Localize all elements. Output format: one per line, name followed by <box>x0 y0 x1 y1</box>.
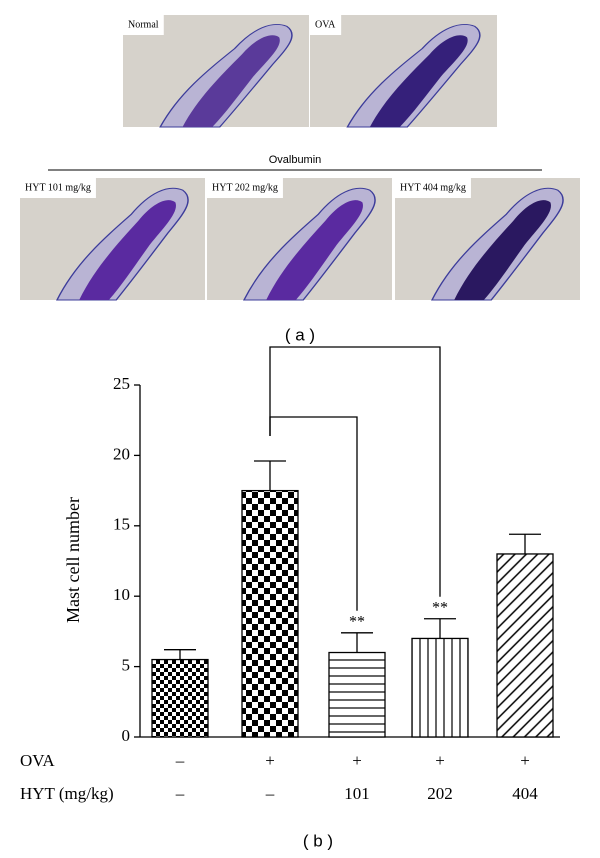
micrograph: HYT 404 mg/kg <box>395 178 580 301</box>
panel-caption: ( a ) <box>285 325 315 344</box>
x-tick-label: + <box>520 751 530 770</box>
tissue-inner <box>266 200 363 300</box>
error-bar <box>341 632 373 653</box>
significance-label: ** <box>349 613 365 630</box>
label-box <box>123 15 164 35</box>
y-tick-label: 5 <box>122 656 131 675</box>
image-label: HYT 404 mg/kg <box>400 182 466 193</box>
label-box <box>395 178 471 198</box>
x-tick-label: + <box>265 751 275 770</box>
tissue-inner <box>79 200 176 300</box>
x-tick-label: – <box>265 784 275 803</box>
x-tick-label: 202 <box>427 784 453 803</box>
significance-label: ** <box>432 599 448 616</box>
image-label: HYT 202 mg/kg <box>212 182 278 193</box>
image-label: OVA <box>315 19 336 30</box>
image-label: HYT 101 mg/kg <box>25 182 91 193</box>
tissue-inner <box>182 35 280 127</box>
label-box <box>207 178 283 198</box>
x-tick-label: + <box>435 751 445 770</box>
x-tick-label: – <box>175 784 185 803</box>
error-bar <box>254 460 286 491</box>
y-tick-label: 15 <box>113 515 130 534</box>
image-label: Normal <box>128 19 159 30</box>
comparison-bracket <box>269 416 358 611</box>
error-bar <box>424 618 456 639</box>
micrograph: OVA <box>310 15 497 128</box>
label-box <box>20 178 96 198</box>
comparison-bracket <box>269 346 441 597</box>
y-tick-label: 10 <box>113 585 130 604</box>
tissue-inner <box>454 200 551 300</box>
x-row-label: OVA <box>20 751 55 770</box>
tissue-inner <box>369 35 468 127</box>
bar <box>241 489 299 738</box>
y-tick-label: 25 <box>113 374 130 393</box>
label-box <box>310 15 342 35</box>
group-label: Ovalbumin <box>269 154 322 166</box>
bar <box>151 658 209 738</box>
x-tick-label: 101 <box>344 784 370 803</box>
micrograph: HYT 101 mg/kg <box>20 178 205 301</box>
bar <box>411 637 469 738</box>
x-tick-label: – <box>175 751 185 770</box>
y-axis-label: Mast cell number <box>63 497 83 623</box>
micrograph: HYT 202 mg/kg <box>207 178 392 301</box>
micrograph: Normal <box>123 15 309 128</box>
x-row-label: HYT (mg/kg) <box>20 784 114 803</box>
x-tick-label: 404 <box>512 784 538 803</box>
bar <box>496 553 554 738</box>
y-tick-label: 0 <box>122 726 131 745</box>
error-bar <box>509 533 541 554</box>
error-bar <box>164 649 196 660</box>
bar <box>328 651 386 738</box>
panel-caption: ( b ) <box>303 831 333 850</box>
y-tick-label: 20 <box>113 444 130 463</box>
x-tick-label: + <box>352 751 362 770</box>
